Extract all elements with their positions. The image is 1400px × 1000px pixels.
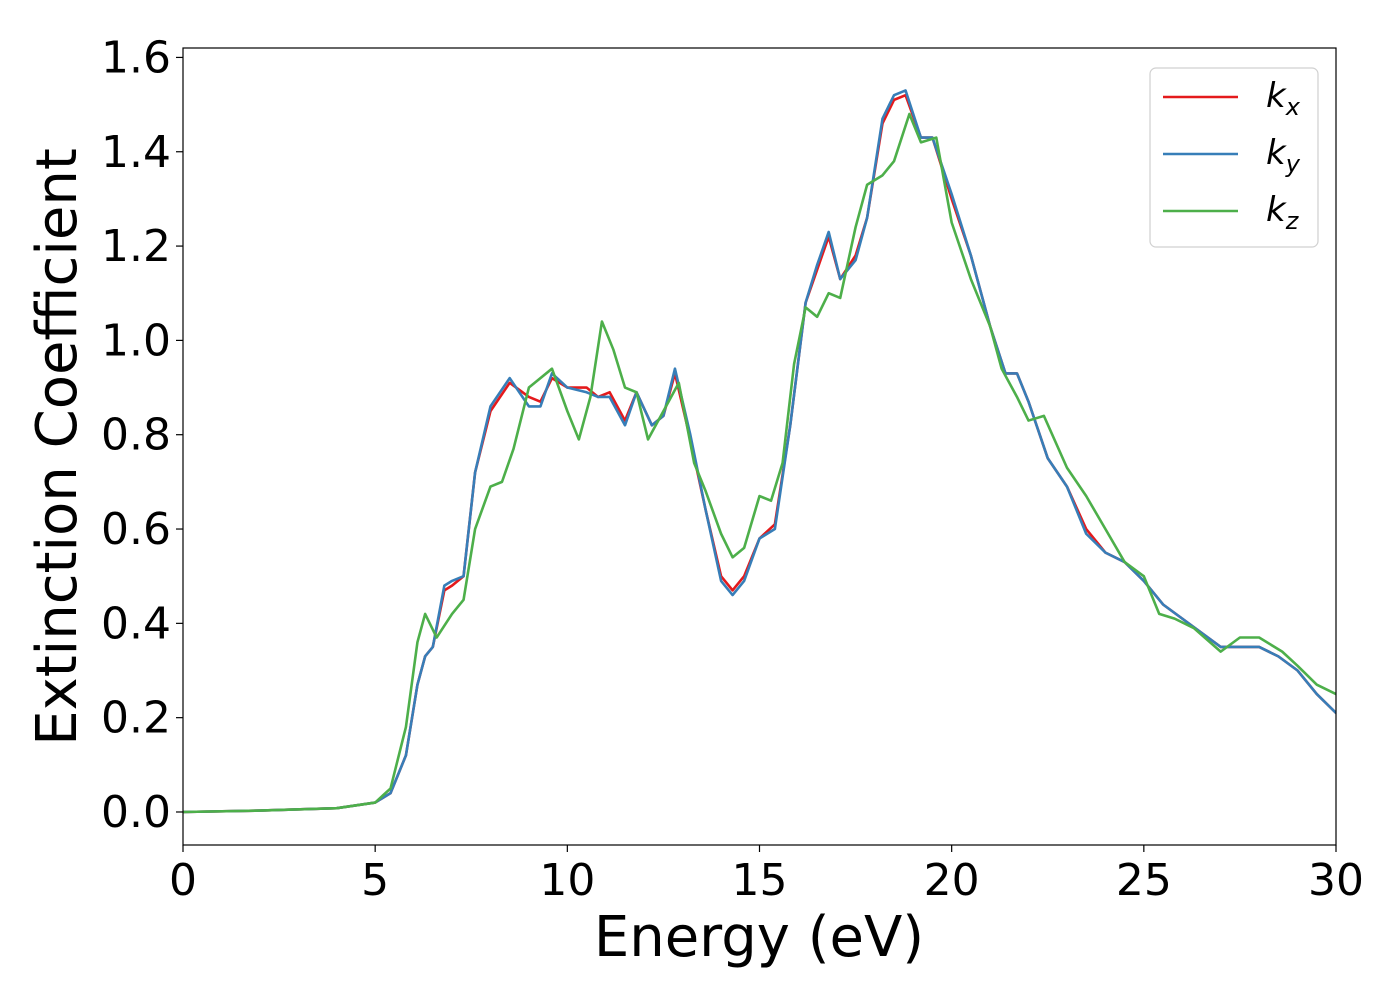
x-axis-label: Energy (eV) xyxy=(594,905,924,970)
y-axis-label: Extinction Coefficient xyxy=(25,148,90,746)
y-tick-label: 0.6 xyxy=(101,504,171,555)
y-tick-label: 1.0 xyxy=(101,315,171,366)
y-tick-label: 1.6 xyxy=(101,32,171,83)
legend-label-x: kx xyxy=(1266,76,1301,121)
x-tick-label: 5 xyxy=(361,855,389,906)
y-tick-label: 1.2 xyxy=(101,221,171,272)
y-axis: 0.0 0.2 0.4 0.6 0.8 1.0 1.2 1.4 1.6 xyxy=(101,32,183,838)
y-tick-label: 0.2 xyxy=(101,693,171,744)
legend: kx ky kz xyxy=(1149,67,1319,248)
x-tick-label: 25 xyxy=(1116,855,1172,906)
x-tick-label: 30 xyxy=(1308,855,1364,906)
legend-label-y: ky xyxy=(1266,133,1301,178)
x-tick-label: 15 xyxy=(732,855,788,906)
y-tick-label: 0.0 xyxy=(101,787,171,838)
y-tick-label: 1.4 xyxy=(101,127,171,178)
x-tick-label: 20 xyxy=(924,855,980,906)
x-axis: 0 5 10 15 20 25 30 xyxy=(169,845,1364,906)
x-tick-label: 0 xyxy=(169,855,197,906)
legend-box xyxy=(1149,67,1319,248)
series-line-z xyxy=(183,112,1336,814)
legend-label-z: kz xyxy=(1266,190,1300,235)
y-tick-label: 0.8 xyxy=(101,410,171,461)
series-line-y xyxy=(183,89,1336,814)
series-lines xyxy=(183,89,1336,814)
y-tick-label: 0.4 xyxy=(101,598,171,649)
x-tick-label: 10 xyxy=(539,855,595,906)
